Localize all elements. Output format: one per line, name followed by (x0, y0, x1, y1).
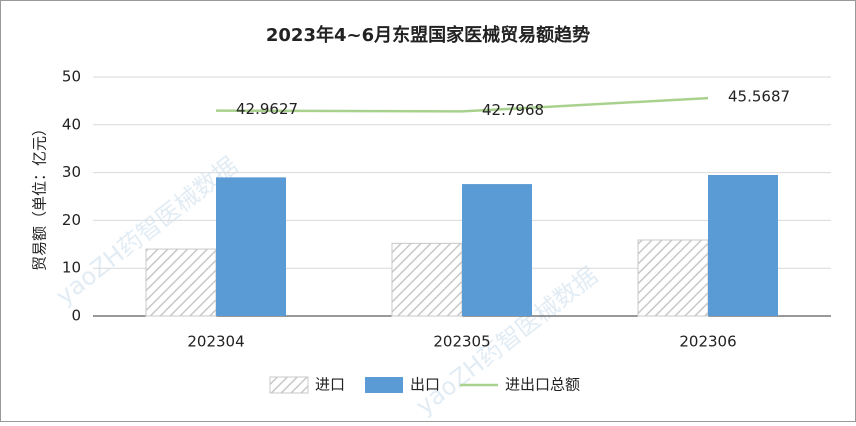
y-tick-label: 0 (71, 307, 81, 325)
legend-swatch (365, 377, 404, 393)
bar (391, 242, 463, 317)
bar (216, 177, 286, 316)
legend-swatch (269, 376, 309, 394)
y-tick-label: 50 (62, 68, 81, 86)
x-tick-label: 202305 (433, 333, 490, 351)
bar (708, 174, 778, 316)
legend-label: 进出口总额 (505, 376, 580, 394)
y-tick-label: 10 (62, 259, 81, 277)
x-tick-label: 202304 (187, 333, 244, 351)
y-axis-label: 贸易额（单位：亿元） (31, 121, 49, 271)
data-label: 42.9627 (236, 100, 298, 118)
line-series (215, 96, 709, 113)
data-label: 45.5687 (728, 88, 790, 106)
legend-label: 进口 (315, 376, 345, 394)
chart-title: 2023年4~6月东盟国家医械贸易额趋势 (266, 24, 590, 46)
y-tick-label: 20 (62, 211, 81, 229)
legend-label: 出口 (410, 376, 440, 394)
bar (145, 248, 217, 317)
bar (462, 184, 532, 316)
bar (637, 239, 709, 317)
data-label: 42.7968 (482, 101, 544, 119)
y-tick-label: 30 (62, 163, 81, 181)
y-tick-label: 40 (62, 115, 81, 133)
x-tick-label: 202306 (679, 333, 736, 351)
